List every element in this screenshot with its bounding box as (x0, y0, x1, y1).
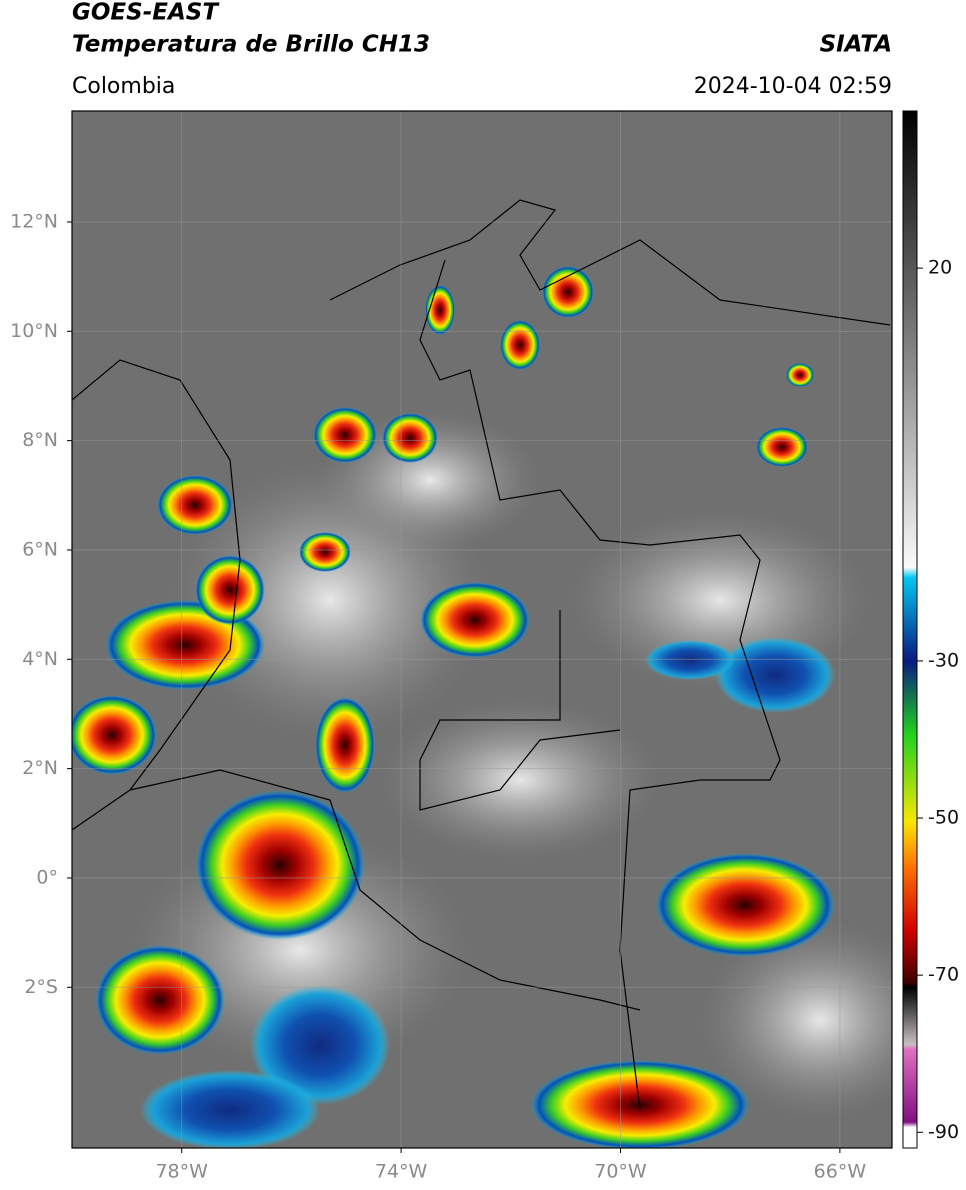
colorbar-label: -70 (928, 964, 959, 986)
lon-label: 78°W (155, 1161, 208, 1183)
source: SIATA (820, 32, 892, 58)
lon-label: 74°W (375, 1161, 428, 1183)
lon-label: 70°W (594, 1161, 647, 1183)
lat-label: 2°S (24, 976, 58, 998)
map-frame (71, 110, 893, 1149)
title: GOES-EAST (72, 0, 220, 26)
borders (72, 199, 891, 1111)
graticule (72, 111, 892, 1148)
subtitle: Temperatura de Brillo CH13 (72, 32, 430, 58)
colorbar-label: -30 (928, 649, 959, 671)
colorbar (902, 110, 918, 1149)
lat-label: 6°N (22, 538, 58, 560)
lon-label: 66°W (814, 1161, 867, 1183)
lat-label: 0° (36, 866, 58, 888)
colorbar-label: -90 (928, 1121, 959, 1143)
datetime: 2024-10-04 02:59 (694, 74, 892, 99)
lat-label: 2°N (22, 757, 58, 779)
lat-label: 8°N (22, 429, 58, 451)
colorbar-label: 20 (928, 257, 952, 279)
colorbar-label: -50 (928, 807, 959, 829)
region: Colombia (72, 74, 175, 99)
lat-label: 10°N (10, 320, 58, 342)
lat-label: 4°N (22, 648, 58, 670)
satellite-image (72, 111, 892, 1148)
lat-label: 12°N (10, 210, 58, 232)
